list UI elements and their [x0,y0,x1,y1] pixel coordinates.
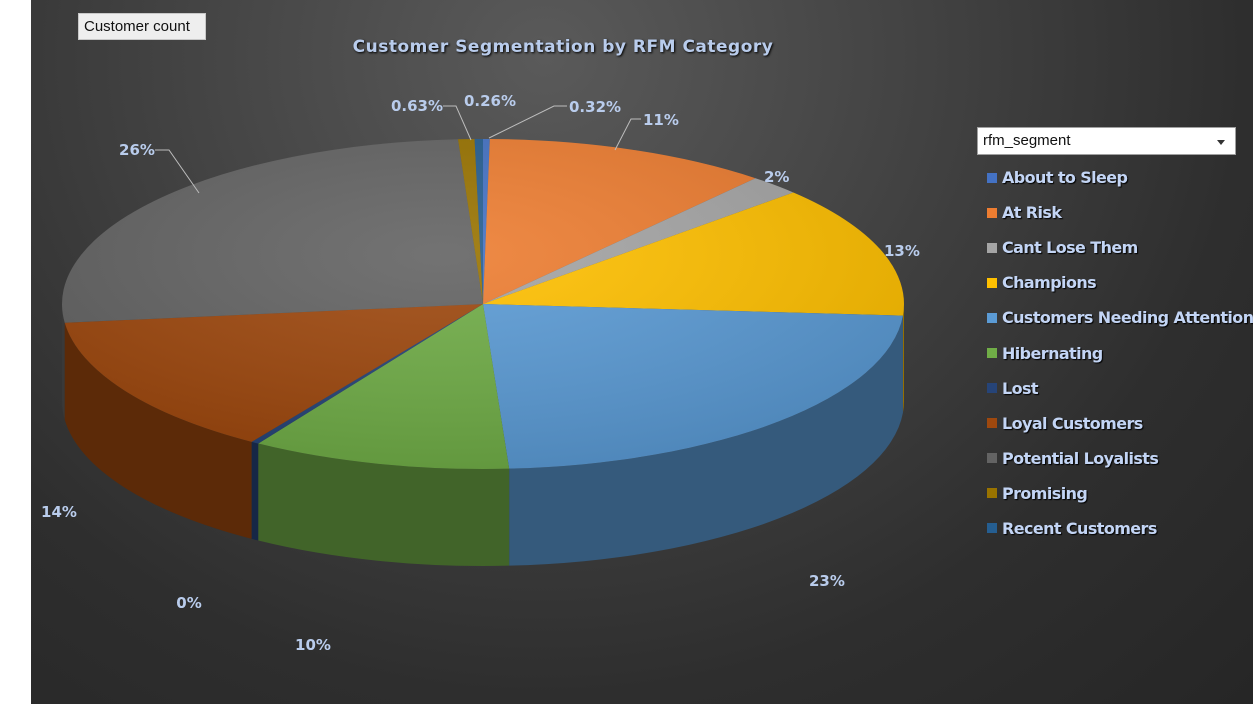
leader-line [614,118,641,151]
pie-chart: 0.26% 11% 2% 13% 23% 10% 0% 14% 26% 0.63% 0.32% [41,92,920,654]
legend-item[interactable]: At Risk [987,195,1253,230]
data-label-promising: 0.63% [391,97,443,115]
pie-top [61,139,904,469]
legend-swatch [987,488,997,499]
pie-top-shading [62,139,904,469]
legend-label: Champions [1002,273,1097,293]
chevron-down-icon[interactable] [1217,140,1225,145]
legend-swatch [987,242,997,253]
chart-area: Customer count Customer Segmentation by … [31,0,1253,704]
legend-label: At Risk [1002,203,1062,223]
pie-side-loyal-customers [64,322,252,539]
legend-item[interactable]: About to Sleep [987,160,1253,195]
legend-item[interactable]: Customers Needing Attention [987,300,1253,335]
legend-swatch [987,523,997,534]
legend-label: Cant Lose Them [1002,238,1138,258]
legend-field-dropdown[interactable]: rfm_segment [977,127,1236,155]
legend-label: Promising [1002,483,1088,503]
leader-line [443,105,472,141]
legend-item[interactable]: Loyal Customers [987,406,1253,441]
pie-labels: 0.26% 11% 2% 13% 23% 10% 0% 14% 26% 0.63% 0.32% [41,92,920,654]
data-label-potential-loyalists: 26% [119,141,155,159]
legend-item[interactable]: Champions [987,265,1253,300]
legend-item[interactable]: Lost [987,371,1253,406]
legend-swatch [987,418,997,429]
legend-item[interactable]: Cant Lose Them [987,230,1253,265]
legend-swatch [987,383,997,394]
data-label-customers-needing-attention: 23% [809,572,845,590]
chart-title: Customer Segmentation by RFM Category [352,37,774,57]
legend-label: Loyal Customers [1002,413,1143,433]
data-label-cant-lose-them: 2% [764,168,789,186]
legend-label: Recent Customers [1002,518,1157,538]
legend-item[interactable]: Potential Loyalists [987,441,1253,476]
legend-swatch [987,207,997,218]
data-label-champions: 13% [884,242,920,260]
data-label-at-risk: 11% [643,111,679,129]
legend-label: Customers Needing Attention [1002,308,1253,328]
legend-label: Lost [1002,378,1039,398]
data-label-lost: 0% [176,594,201,612]
data-label-recent-customers: 0.32% [569,98,621,116]
legend-swatch [987,312,997,323]
legend-swatch [987,348,997,359]
legend-label: Potential Loyalists [1002,448,1159,468]
pie-side-lost [251,441,259,541]
data-label-loyal-customers: 14% [41,503,77,521]
data-label-hibernating: 10% [295,636,331,654]
legend-item[interactable]: Hibernating [987,335,1253,370]
pie-side-champions [902,304,904,413]
pie-side-hibernating [258,443,510,566]
legend-label: Hibernating [1002,343,1103,363]
data-label-about-to-sleep: 0.26% [464,92,516,110]
legend-item[interactable]: Promising [987,476,1253,511]
pie-side-customers-needing-attention [509,315,903,566]
legend-label: About to Sleep [1002,168,1128,188]
pie-side-potential-loyalists [62,304,65,420]
legend-swatch [987,277,997,288]
leader-line [488,105,567,139]
leader-line [155,149,200,194]
chart-legend: About to Sleep At Risk Cant Lose Them Champ… [987,160,1253,546]
pie-sides [62,304,904,566]
legend-field-label: rfm_segment [983,132,1071,149]
legend-item[interactable]: Recent Customers [987,511,1253,546]
legend-swatch [987,453,997,464]
legend-swatch [987,172,997,183]
pivot-field-button[interactable]: Customer count [78,13,206,40]
